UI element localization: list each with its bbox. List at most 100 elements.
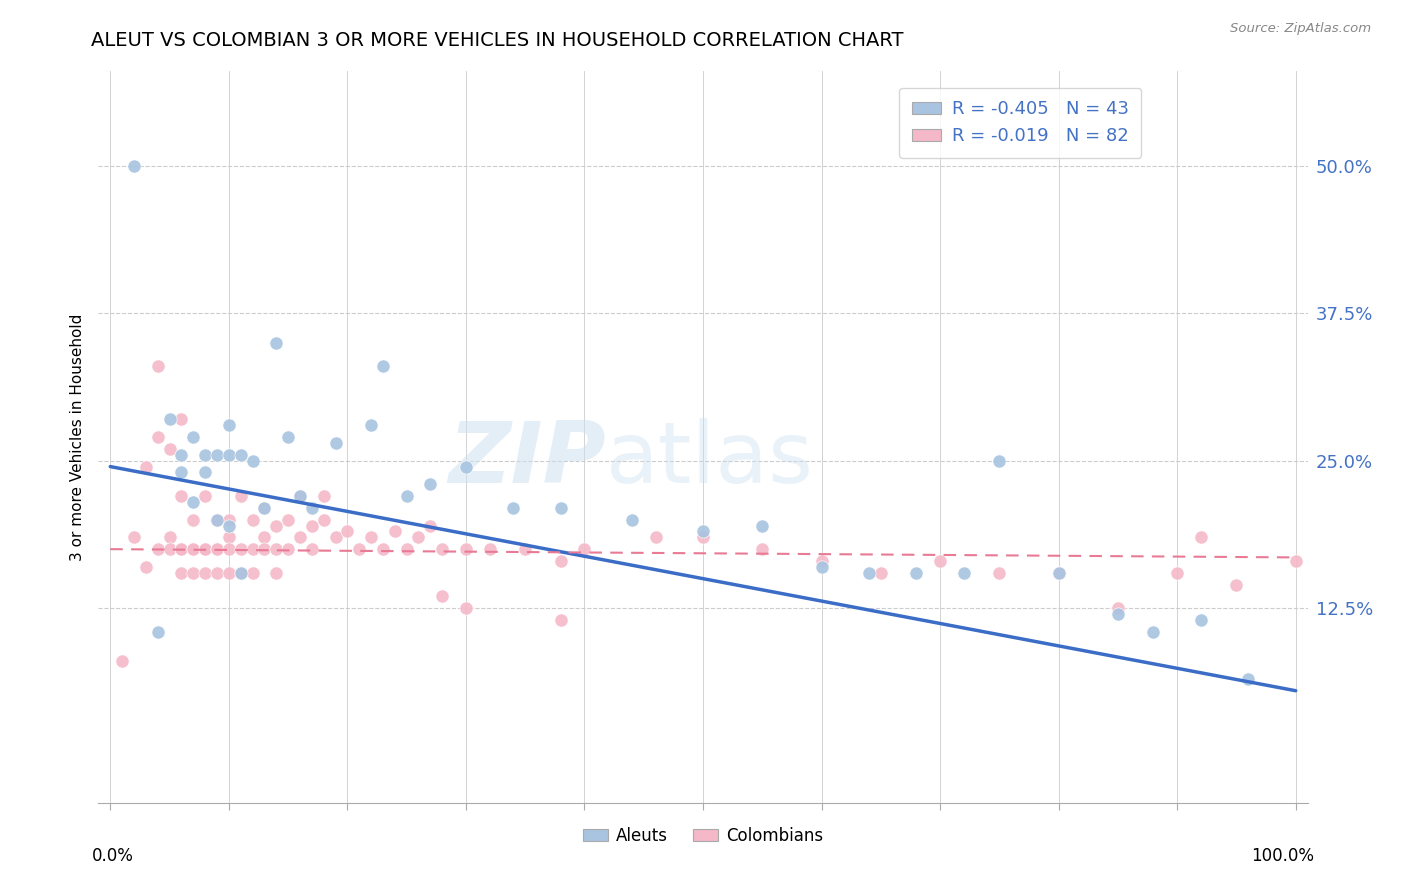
Point	[218, 530, 240, 544]
Point	[408, 530, 430, 544]
Point	[205, 542, 228, 557]
Point	[1047, 566, 1070, 580]
Point	[277, 513, 299, 527]
Point	[205, 513, 228, 527]
Point	[264, 335, 287, 350]
Point	[194, 542, 217, 557]
Point	[135, 459, 157, 474]
Point	[146, 359, 169, 374]
Text: ALEUT VS COLOMBIAN 3 OR MORE VEHICLES IN HOUSEHOLD CORRELATION CHART: ALEUT VS COLOMBIAN 3 OR MORE VEHICLES IN…	[91, 31, 904, 50]
Point	[312, 513, 335, 527]
Text: 100.0%: 100.0%	[1250, 847, 1313, 864]
Point	[264, 542, 287, 557]
Point	[253, 500, 276, 515]
Point	[550, 554, 572, 568]
Point	[325, 436, 347, 450]
Text: ZIP: ZIP	[449, 417, 606, 500]
Point	[1166, 566, 1188, 580]
Point	[159, 442, 181, 456]
Point	[478, 542, 501, 557]
Point	[194, 566, 217, 580]
Point	[135, 559, 157, 574]
Point	[751, 518, 773, 533]
Point	[111, 654, 134, 668]
Point	[229, 489, 252, 503]
Point	[194, 466, 217, 480]
Point	[253, 542, 276, 557]
Point	[159, 542, 181, 557]
Point	[122, 530, 145, 544]
Point	[988, 566, 1011, 580]
Point	[1142, 624, 1164, 639]
Point	[159, 412, 181, 426]
Point	[229, 542, 252, 557]
Point	[644, 530, 666, 544]
Point	[181, 430, 204, 444]
Point	[253, 500, 276, 515]
Point	[170, 542, 193, 557]
Point	[395, 489, 418, 503]
Point	[432, 542, 454, 557]
Point	[1189, 613, 1212, 627]
Point	[312, 489, 335, 503]
Point	[432, 590, 454, 604]
Point	[159, 530, 181, 544]
Point	[395, 542, 418, 557]
Point	[515, 542, 537, 557]
Point	[905, 566, 928, 580]
Point	[550, 500, 572, 515]
Point	[170, 542, 193, 557]
Point	[810, 559, 832, 574]
Text: Source: ZipAtlas.com: Source: ZipAtlas.com	[1230, 22, 1371, 36]
Point	[218, 513, 240, 527]
Point	[301, 542, 323, 557]
Point	[692, 530, 714, 544]
Point	[692, 524, 714, 539]
Point	[194, 542, 217, 557]
Point	[360, 418, 382, 433]
Point	[869, 566, 891, 580]
Point	[264, 566, 287, 580]
Point	[454, 542, 477, 557]
Point	[122, 159, 145, 173]
Point	[1107, 601, 1129, 615]
Point	[229, 566, 252, 580]
Point	[277, 542, 299, 557]
Text: atlas: atlas	[606, 417, 814, 500]
Point	[347, 542, 370, 557]
Point	[929, 554, 952, 568]
Point	[301, 518, 323, 533]
Point	[194, 489, 217, 503]
Point	[242, 542, 264, 557]
Point	[205, 566, 228, 580]
Point	[218, 448, 240, 462]
Point	[205, 513, 228, 527]
Point	[371, 542, 394, 557]
Point	[146, 430, 169, 444]
Point	[288, 489, 311, 503]
Y-axis label: 3 or more Vehicles in Household: 3 or more Vehicles in Household	[70, 313, 86, 561]
Text: 0.0%: 0.0%	[93, 847, 134, 864]
Point	[301, 500, 323, 515]
Point	[170, 448, 193, 462]
Point	[1107, 607, 1129, 621]
Point	[325, 530, 347, 544]
Point	[277, 430, 299, 444]
Point	[218, 542, 240, 557]
Point	[253, 530, 276, 544]
Point	[146, 542, 169, 557]
Point	[454, 459, 477, 474]
Point	[242, 513, 264, 527]
Point	[181, 542, 204, 557]
Point	[170, 466, 193, 480]
Point	[1047, 566, 1070, 580]
Point	[170, 489, 193, 503]
Point	[620, 513, 643, 527]
Point	[751, 542, 773, 557]
Point	[229, 448, 252, 462]
Point	[810, 554, 832, 568]
Point	[502, 500, 524, 515]
Point	[288, 530, 311, 544]
Point	[170, 412, 193, 426]
Point	[988, 453, 1011, 467]
